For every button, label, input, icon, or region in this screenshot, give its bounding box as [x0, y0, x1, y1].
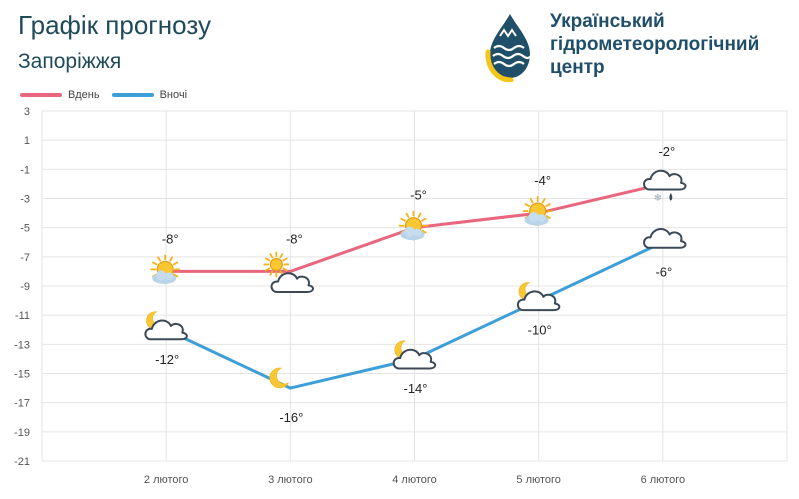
soft-cloud-puff: [404, 226, 415, 237]
cloud-icon: [643, 228, 687, 249]
sun-ray: [269, 253, 274, 259]
moon-behind-cloud-icon: [144, 311, 188, 341]
y-tick-label: 1: [24, 135, 30, 147]
x-tick-label: 4 лютого: [392, 474, 437, 486]
sun-ray: [421, 229, 427, 234]
sun-behind-cloud-icon: [522, 196, 553, 226]
data-label: -6°: [655, 264, 672, 279]
cloud-shape: [392, 348, 437, 370]
moon-behind-cloud-icon: [516, 282, 561, 312]
y-tick-label: 3: [24, 106, 30, 118]
sun-ray: [417, 212, 422, 218]
brand-line-3: центр: [550, 57, 605, 78]
cloud-snow-rain-icon: ❄: [643, 169, 687, 204]
moon-shape: [269, 367, 290, 389]
sun-ray: [279, 253, 284, 259]
sun-ray: [400, 217, 406, 222]
moon-icon: [269, 367, 290, 389]
soft-cloud-puff: [156, 270, 167, 281]
page-title: Графік прогнозу: [18, 10, 211, 40]
soft-cloud-puff: [413, 228, 422, 237]
data-label: -4°: [534, 173, 551, 188]
hydromet-logo-icon: [485, 14, 532, 82]
y-tick-label: -13: [14, 339, 30, 351]
cloud-shape: [643, 228, 687, 249]
cloud-shape: [643, 169, 687, 191]
cloud-shape: [270, 272, 314, 293]
y-tick-label: -17: [14, 398, 30, 410]
sun-ray: [282, 257, 288, 262]
cloud-shape: [144, 319, 188, 341]
chart-legend: Вдень Вночі: [20, 89, 199, 101]
y-tick-label: -7: [20, 252, 30, 264]
sun-ray: [265, 257, 271, 262]
sun-ray: [541, 198, 546, 204]
data-label: -10°: [528, 323, 552, 338]
sun-ray: [524, 203, 530, 207]
brand-line-1: Український: [550, 11, 665, 32]
y-tick-label: -15: [14, 369, 30, 381]
city-name: Запоріжжя: [18, 50, 122, 73]
x-tick-label: 6 лютого: [641, 474, 686, 486]
y-tick-label: -5: [20, 223, 30, 235]
sun-ray: [265, 267, 271, 272]
sun-ray: [421, 217, 427, 222]
sun-ray: [405, 212, 410, 218]
data-label: -14°: [404, 381, 428, 396]
legend-swatch-night: [111, 93, 154, 97]
data-label: -8°: [286, 231, 303, 246]
sun-icon: [263, 251, 290, 278]
y-tick-label: -1: [20, 164, 30, 176]
x-tick-label: 3 лютого: [268, 474, 313, 486]
snowflake-glyph: ❄: [654, 193, 662, 204]
x-tick-label: 2 лютого: [144, 474, 189, 486]
sun-ray: [545, 215, 551, 219]
data-label: -2°: [658, 144, 675, 159]
sun-ray: [529, 198, 534, 204]
soft-cloud-puff: [537, 214, 546, 223]
data-label: -5°: [410, 188, 427, 203]
y-tick-label: -3: [20, 194, 30, 206]
data-label: -8°: [162, 231, 179, 246]
legend-item-day[interactable]: Вдень: [20, 89, 100, 101]
sun-ray: [152, 261, 158, 266]
y-tick-label: -19: [14, 427, 30, 439]
y-tick-label: -21: [14, 456, 30, 468]
cloud-icon: [270, 272, 314, 293]
sun-ray: [282, 267, 288, 272]
legend-item-night[interactable]: Вночі: [111, 89, 188, 101]
brand-line-2: гідрометеорологічний: [550, 34, 760, 55]
legend-label-day: Вдень: [68, 89, 100, 101]
sun-behind-cloud-icon: [398, 210, 429, 241]
legend-swatch-day: [20, 93, 62, 97]
y-tick-label: -9: [20, 281, 30, 293]
sun-ray: [545, 203, 551, 207]
sun-ray: [157, 256, 162, 262]
soft-cloud-puff: [528, 212, 539, 223]
sun-ray: [169, 256, 174, 262]
sun-ray: [172, 261, 179, 266]
y-tick-label: -11: [15, 310, 30, 322]
cloud-shape: [516, 290, 561, 312]
sun-ray: [269, 270, 274, 276]
data-label: -16°: [279, 410, 303, 425]
brand-block: Український гідрометеорологічний центр: [484, 8, 794, 84]
soft-cloud-puff: [165, 272, 174, 281]
moon-behind-cloud-icon: [392, 340, 437, 370]
sun-behind-cloud-icon: [150, 254, 181, 285]
x-tick-label: 5 лютого: [516, 474, 561, 486]
legend-label-night: Вночі: [159, 89, 188, 101]
sun-disc: [269, 257, 283, 272]
sun-ray: [172, 273, 179, 278]
data-label: -12°: [155, 352, 179, 367]
raindrop: [669, 192, 673, 201]
